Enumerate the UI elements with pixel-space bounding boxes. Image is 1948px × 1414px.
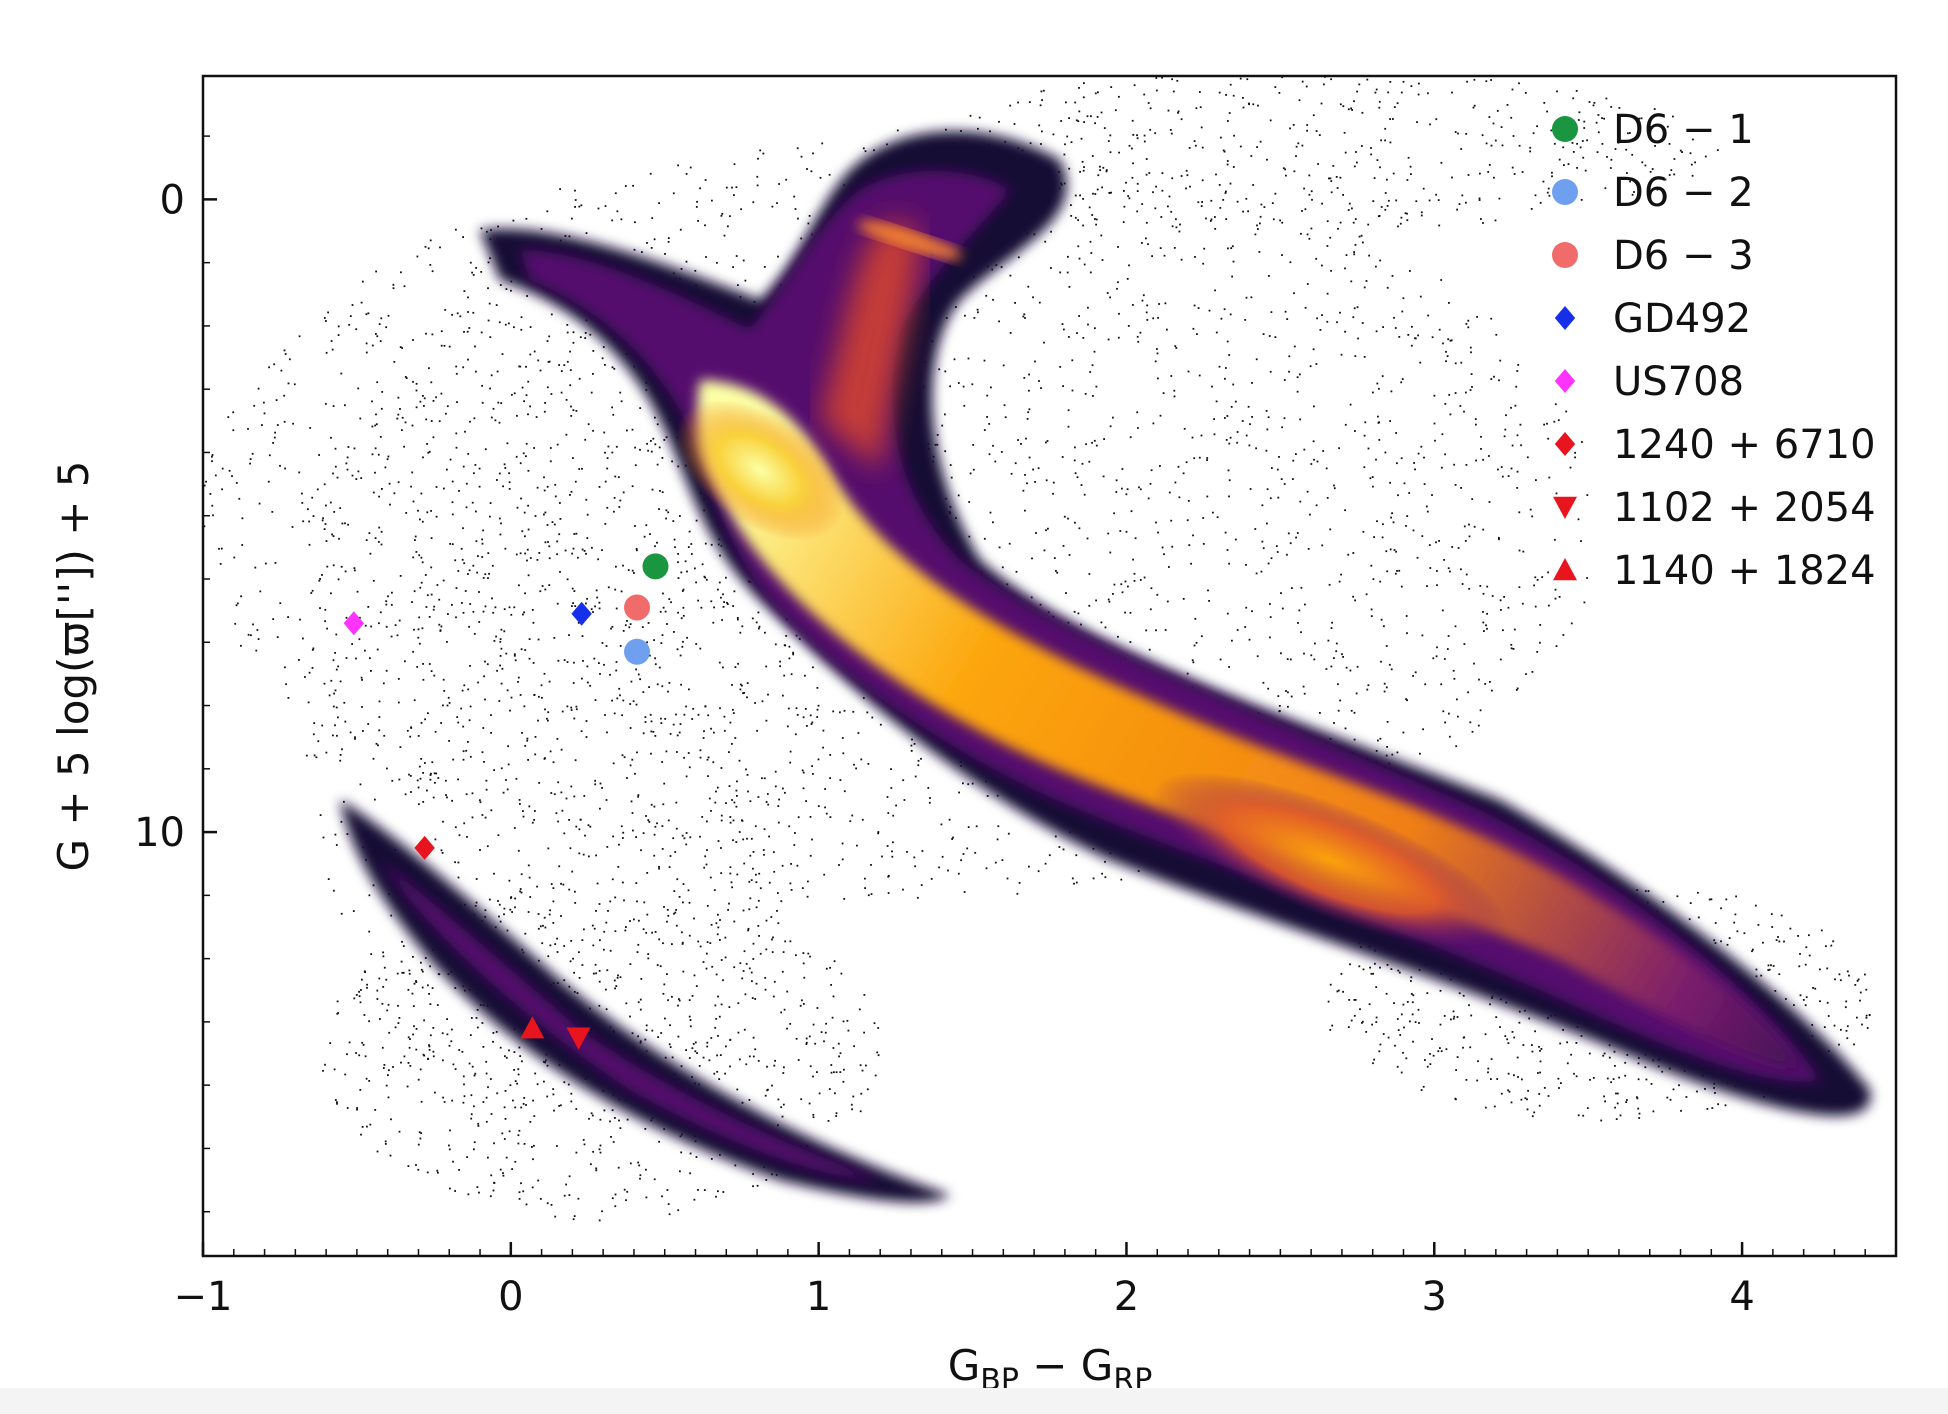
- x-tick-label: 4: [1729, 1274, 1754, 1320]
- legend-marker: [1554, 432, 1576, 456]
- marker-d6-2: [624, 638, 651, 665]
- x-tick-label: 0: [498, 1274, 523, 1320]
- marker-gd492: [571, 601, 592, 626]
- legend-marker: [1553, 558, 1577, 581]
- legend-label: D6 − 3: [1613, 233, 1754, 279]
- marker-d6-3: [624, 594, 651, 621]
- legend-marker: [1554, 369, 1576, 393]
- legend-label: D6 − 2: [1613, 170, 1754, 216]
- x-tick-label: −1: [174, 1274, 233, 1320]
- legend-marker: [1553, 496, 1577, 519]
- density-background: [203, 76, 1871, 1222]
- legend-label: US708: [1613, 359, 1744, 405]
- legend-marker: [1554, 306, 1576, 330]
- x-tick-label: 3: [1422, 1274, 1447, 1320]
- plot-frame: [201, 74, 1898, 1258]
- legend-label: 1140 + 1824: [1613, 548, 1876, 594]
- lower-ms-bright-region: [1152, 772, 1508, 948]
- legend-label: 1102 + 2054: [1613, 485, 1876, 531]
- x-tick-label: 2: [1114, 1274, 1139, 1320]
- marker-us708: [343, 611, 365, 636]
- bottom-strip: [0, 1388, 1948, 1414]
- legend-marker: [1552, 116, 1578, 142]
- main-sequence-core: [697, 380, 1800, 1070]
- y-tick-label: 0: [160, 177, 185, 223]
- white-dwarf-sequence-halo: [340, 800, 950, 1203]
- marker-d6-1: [642, 553, 669, 580]
- main-sequence-bright-core: [676, 399, 844, 541]
- giant-branch: [820, 221, 920, 470]
- legend-label: 1240 + 6710: [1613, 422, 1876, 468]
- legend-label: D6 − 1: [1613, 107, 1754, 153]
- red-clump: [857, 220, 963, 260]
- y-tick-label: 10: [134, 810, 185, 856]
- x-tick-label: 1: [806, 1274, 831, 1320]
- marker-1240-6710: [414, 835, 435, 860]
- marker-1140-1824: [520, 1016, 545, 1039]
- legend: D6 − 1 D6 − 2 D6 − 3 GD492 US708 1240 + 6710 1…: [1552, 107, 1876, 594]
- y-axis-label: G + 5 log(ϖ['']) + 5: [49, 461, 98, 872]
- marker-1102-2054: [566, 1027, 591, 1050]
- y-axis-ticks: 0 10: [134, 135, 217, 1213]
- legend-marker: [1552, 242, 1578, 268]
- legend-label: GD492: [1613, 296, 1751, 342]
- x-axis-ticks: −1 0 1 2 3 4: [174, 1242, 1897, 1320]
- object-markers: [343, 553, 669, 1050]
- legend-marker: [1552, 179, 1578, 205]
